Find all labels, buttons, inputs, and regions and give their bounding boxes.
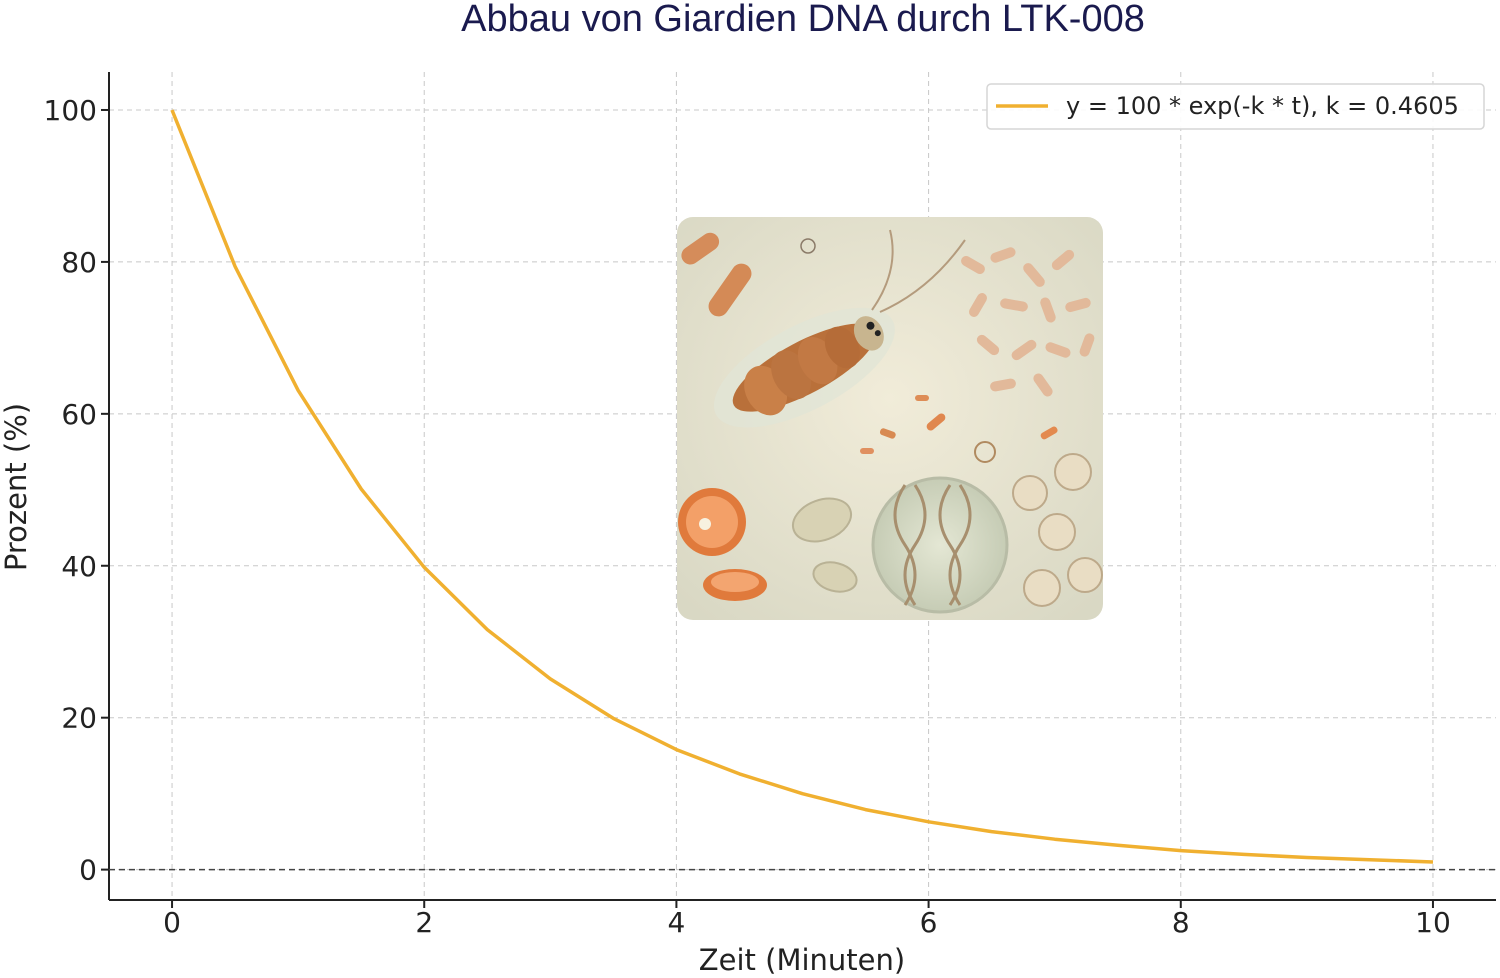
x-axis-label: Zeit (Minuten) [699, 943, 905, 977]
y-tick-label: 20 [61, 702, 97, 735]
x-tick-label: 10 [1415, 906, 1451, 939]
series-layer [170, 109, 1434, 864]
x-tick-label: 0 [163, 906, 181, 939]
legend-label: y = 100 * exp(-k * t), k = 0.4605 [1066, 92, 1459, 120]
y-tick-label: 40 [61, 550, 97, 583]
x-tick-label: 6 [920, 906, 938, 939]
inset-illustration [677, 217, 1103, 620]
x-tick-label: 8 [1172, 906, 1190, 939]
x-tick-label: 2 [415, 906, 433, 939]
y-axis-label: Prozent (%) [0, 403, 33, 571]
series-line [170, 109, 1434, 864]
x-tick-label: 4 [667, 906, 685, 939]
chart-title: Abbau von Giardien DNA durch LTK-008 [461, 0, 1145, 40]
legend-box [986, 83, 1485, 130]
y-tick-label: 80 [61, 246, 97, 279]
y-tick-label: 60 [61, 398, 97, 431]
y-tick-label: 0 [79, 854, 97, 887]
legend: y = 100 * exp(-k * t), k = 0.4605 [986, 83, 1485, 130]
y-tick-label: 100 [44, 94, 97, 127]
